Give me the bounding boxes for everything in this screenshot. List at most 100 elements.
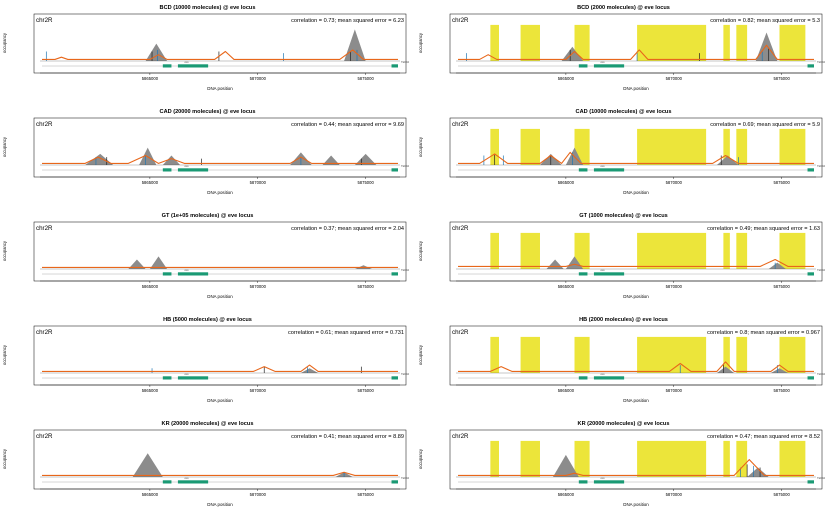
highlight-region — [779, 24, 806, 61]
stats-label: correlation = 0.69; mean squared error =… — [710, 122, 820, 128]
chart-panel: CAD (20000 molecules) @ eve locus chr2R co… — [0, 104, 415, 208]
x-tick-label: 5870000 — [666, 492, 683, 497]
x-tick-label: 5870000 — [250, 180, 267, 185]
chromosome-label: chr2R — [36, 433, 53, 440]
x-tick-label: 5870000 — [250, 492, 267, 497]
highlight-region — [736, 24, 748, 61]
x-tick-label: 5870000 — [666, 388, 683, 393]
gene-label: eve — [600, 373, 605, 376]
x-tick-label: 5870000 — [666, 76, 683, 81]
y-axis-label: occupancy — [418, 136, 423, 157]
gene-eve — [177, 64, 209, 68]
stats-label: correlation = 0.41; mean squared error =… — [291, 434, 404, 440]
chromosome-label: chr2R — [452, 329, 469, 336]
stats-label: correlation = 0.44; mean squared error =… — [291, 122, 404, 128]
prediction-line — [42, 471, 398, 476]
highlight-region — [736, 440, 748, 477]
chart-panel: GT (1000 molecules) @ eve locus chr2R corr… — [416, 208, 831, 312]
chart-title: KR (20000 molecules) @ eve locus — [578, 421, 670, 427]
chart-title: GT (1e+05 molecules) @ eve locus — [162, 213, 254, 219]
gene-end — [391, 376, 398, 380]
gene-end — [807, 480, 814, 484]
gene-exon — [578, 376, 588, 380]
track-end-label: TER94 — [401, 60, 410, 64]
x-tick-label: 5875000 — [357, 180, 374, 185]
chart-panel: BCD (2000 molecules) @ eve locus chr2R cor… — [416, 0, 831, 104]
gene-label: eve — [184, 269, 189, 272]
highlight-region — [490, 440, 499, 477]
x-axis-label: DNA position — [623, 86, 649, 91]
gene-end — [807, 168, 814, 172]
x-tick-label: 5865000 — [142, 180, 159, 185]
gene-eve — [593, 480, 625, 484]
gene-exon — [162, 376, 172, 380]
prediction-line — [458, 258, 814, 268]
y-axis-label: occupancy — [2, 240, 7, 261]
chromosome-label: chr2R — [452, 121, 469, 128]
chart-title: GT (1000 molecules) @ eve locus — [579, 213, 667, 219]
chart-title: CAD (10000 molecules) @ eve locus — [576, 109, 672, 115]
highlight-region — [490, 24, 499, 61]
chart-title: HB (5000 molecules) @ eve locus — [163, 317, 252, 323]
y-axis-label: occupancy — [2, 136, 7, 157]
track-end-label: TER94 — [401, 164, 410, 168]
track-end-label: TER94 — [401, 476, 410, 480]
gene-eve — [593, 168, 625, 172]
gene-label: eve — [184, 61, 189, 64]
chart-svg: KR (20000 molecules) @ eve locus chr2R cor… — [2, 421, 410, 507]
gene-eve — [593, 272, 625, 276]
y-axis-label: occupancy — [418, 240, 423, 261]
x-tick-label: 5875000 — [773, 492, 790, 497]
highlight-region — [520, 232, 540, 269]
experimental-area — [552, 454, 769, 477]
y-axis-label: occupancy — [2, 32, 7, 53]
highlight-region — [637, 24, 707, 61]
stats-label: correlation = 0.49; mean squared error =… — [707, 226, 820, 232]
chart-panel: GT (1e+05 molecules) @ eve locus chr2R cor… — [0, 208, 415, 312]
highlight-region — [520, 24, 540, 61]
x-axis-label: DNA position — [207, 294, 233, 299]
highlight-region — [779, 128, 806, 165]
gene-eve — [177, 480, 209, 484]
chart-title: HB (2000 molecules) @ eve locus — [579, 317, 668, 323]
x-tick-label: 5865000 — [558, 388, 575, 393]
x-axis-label: DNA position — [207, 398, 233, 403]
chart-svg: BCD (10000 molecules) @ eve locus chr2R co… — [2, 5, 410, 91]
highlight-region — [723, 128, 730, 165]
gene-end — [391, 480, 398, 484]
highlight-region — [779, 440, 806, 477]
gene-label: eve — [184, 165, 189, 168]
x-axis-label: DNA position — [623, 398, 649, 403]
chart-panel: KR (20000 molecules) @ eve locus chr2R cor… — [0, 416, 415, 520]
highlight-region — [637, 128, 707, 165]
y-axis-label: occupancy — [418, 32, 423, 53]
gene-label: eve — [184, 373, 189, 376]
chart-title: BCD (2000 molecules) @ eve locus — [577, 5, 670, 11]
gene-eve — [177, 168, 209, 172]
x-tick-label: 5875000 — [357, 284, 374, 289]
highlight-region — [520, 336, 540, 373]
highlight-region — [637, 232, 707, 269]
chart-panel: KR (20000 molecules) @ eve locus chr2R cor… — [416, 416, 831, 520]
stats-label: correlation = 0.37; mean squared error =… — [291, 226, 404, 232]
gene-end — [391, 272, 398, 276]
prediction-line — [458, 459, 814, 476]
y-axis-label: occupancy — [2, 448, 7, 469]
chromosome-label: chr2R — [452, 225, 469, 232]
chart-svg: KR (20000 molecules) @ eve locus chr2R cor… — [418, 421, 826, 507]
x-tick-label: 5875000 — [773, 284, 790, 289]
x-axis-label: DNA position — [207, 502, 233, 507]
stats-label: correlation = 0.73; mean squared error =… — [291, 18, 404, 24]
x-tick-label: 5870000 — [250, 76, 267, 81]
x-tick-label: 5870000 — [250, 388, 267, 393]
track-end-label: TER94 — [817, 60, 826, 64]
gene-exon — [578, 272, 588, 276]
gene-exon — [162, 64, 172, 68]
y-axis-label: occupancy — [418, 344, 423, 365]
highlight-region — [779, 232, 806, 269]
gene-eve — [593, 376, 625, 380]
gene-end — [807, 64, 814, 68]
prediction-line — [458, 44, 814, 60]
highlight-region — [490, 336, 499, 373]
chart-svg: BCD (2000 molecules) @ eve locus chr2R cor… — [418, 5, 826, 91]
